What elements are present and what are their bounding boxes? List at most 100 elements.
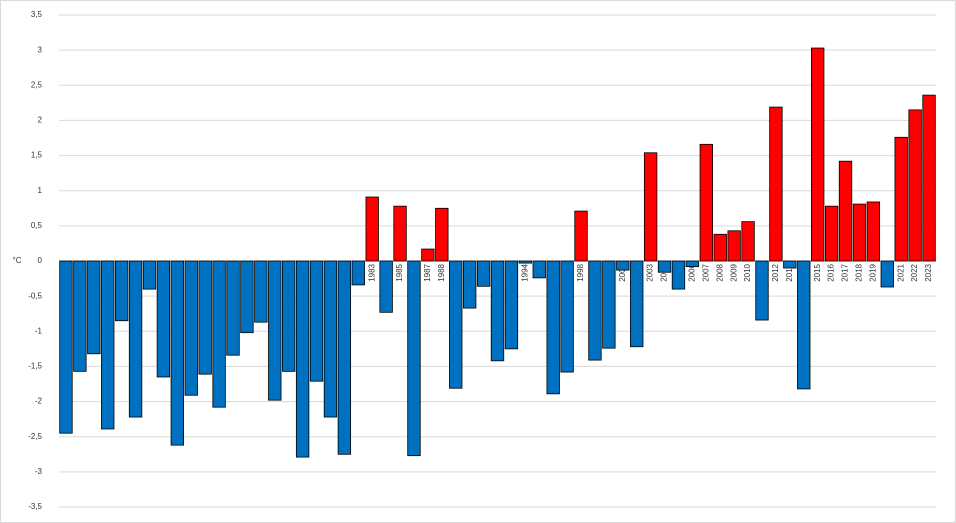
x-tick-label: 2021: [896, 263, 905, 281]
bar: [671, 260, 686, 290]
bar: [226, 260, 240, 356]
x-tick-label: 2015: [813, 263, 822, 281]
x-tick-label: 2019: [868, 263, 877, 281]
bar: [588, 260, 602, 361]
y-tick-label: 0: [38, 256, 43, 265]
bar: [783, 260, 797, 269]
bar: [797, 260, 811, 390]
bar: [87, 260, 101, 355]
bar: [407, 260, 421, 457]
bar: [852, 203, 867, 262]
bar: [727, 230, 741, 262]
bar: [184, 260, 198, 396]
bar: [309, 260, 324, 382]
bar: [156, 260, 171, 378]
bar: [449, 260, 463, 389]
y-tick-label: -1: [35, 326, 43, 335]
x-tick-label: 2016: [827, 263, 836, 281]
bar: [616, 260, 630, 271]
y-axis-label: °C: [13, 256, 22, 265]
bar: [866, 201, 881, 262]
y-tick-label: 0,5: [31, 221, 43, 230]
bar: [880, 260, 894, 288]
x-tick-label: 2008: [715, 263, 724, 281]
y-tick-label: 3: [38, 45, 43, 54]
bar: [741, 221, 755, 262]
bar: [101, 260, 115, 430]
x-tick-label: 1983: [367, 263, 376, 281]
bar: [824, 205, 839, 262]
bar: [574, 210, 588, 262]
x-tick-label: 2007: [701, 263, 710, 281]
x-tick-label: 2022: [910, 263, 919, 281]
bar: [268, 260, 282, 401]
bar: [504, 260, 519, 350]
y-tick-label: 1,5: [31, 151, 43, 160]
x-tick-label: 1994: [520, 263, 529, 281]
bar: [170, 260, 184, 446]
x-tick-label: 1987: [423, 263, 432, 281]
y-tick-label: -0,5: [28, 291, 42, 300]
bar: [602, 260, 616, 349]
bar: [351, 260, 365, 286]
x-tick-label: 2001: [618, 263, 627, 281]
bar: [59, 260, 73, 434]
bar: [922, 94, 936, 262]
bar: [73, 260, 87, 372]
bar: [769, 106, 783, 262]
bar: [282, 260, 296, 372]
bar: [198, 260, 212, 375]
bar: [379, 260, 393, 313]
y-tick-label: 3,5: [31, 10, 43, 19]
x-tick-label: 2012: [771, 263, 780, 281]
bar: [546, 260, 560, 395]
y-tick-label: -3: [35, 467, 43, 476]
bar: [657, 260, 672, 273]
y-tick-label: 1: [38, 186, 43, 195]
bar: [462, 260, 477, 309]
bar: [337, 260, 352, 455]
x-tick-label: 2013: [785, 263, 794, 281]
bar: [838, 160, 853, 262]
bar: [685, 260, 700, 268]
bar: [630, 260, 644, 348]
bar: [393, 205, 407, 262]
bar: [755, 260, 769, 321]
bar: [142, 260, 157, 290]
bar: [421, 248, 435, 262]
x-tick-label: 1985: [395, 263, 404, 281]
bar: [114, 260, 129, 322]
bar: [476, 260, 491, 287]
bar: [699, 143, 713, 262]
bar: [713, 233, 727, 262]
x-tick-label: 2017: [841, 263, 850, 281]
x-tick-label: 2009: [729, 263, 738, 281]
bar: [560, 260, 574, 373]
bar: [323, 260, 338, 418]
x-tick-label: 2018: [855, 263, 864, 281]
y-tick-label: -2: [35, 397, 43, 406]
x-tick-label: 2006: [687, 263, 696, 281]
y-tick-label: -1,5: [28, 362, 42, 371]
bar: [894, 136, 908, 262]
bar: [212, 260, 226, 408]
bar: [532, 260, 546, 279]
bar: [128, 260, 143, 418]
x-tick-label: 2010: [743, 263, 752, 281]
bar: [240, 260, 254, 334]
x-tick-label: 2003: [646, 263, 655, 281]
bar: [295, 260, 310, 458]
x-tick-label: 1998: [576, 263, 585, 281]
y-tick-label: 2,5: [31, 80, 43, 89]
bar: [811, 47, 825, 262]
bar: [490, 260, 505, 362]
bar: [365, 196, 379, 262]
bar: [518, 260, 533, 264]
y-tick-label: 2: [38, 116, 43, 125]
x-tick-label: 1988: [437, 263, 446, 281]
x-tick-label: 2023: [924, 263, 933, 281]
y-tick-label: -3,5: [28, 502, 42, 511]
bar: [643, 152, 658, 262]
